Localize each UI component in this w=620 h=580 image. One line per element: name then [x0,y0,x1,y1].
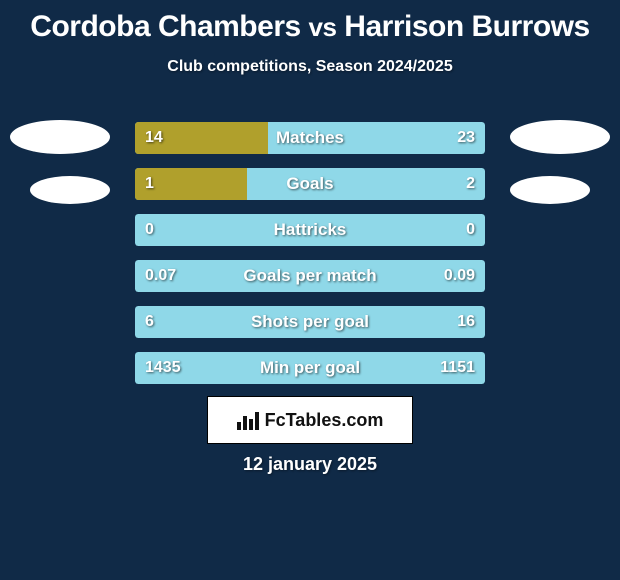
stat-value-left: 0.07 [135,260,186,292]
stat-row: Shots per goal6 16 [135,306,485,338]
stat-value-left: 14 [135,122,173,154]
brand-text: FcTables.com [265,410,384,431]
subtitle: Club competitions, Season 2024/2025 [0,58,620,76]
player2-club-logo [510,120,610,154]
stat-label: Goals per match [135,260,485,292]
player2-name: Harrison Burrows [344,10,589,43]
stat-label: Hattricks [135,214,485,246]
stat-row: Matches14 23 [135,122,485,154]
stat-row: Goals1 2 [135,168,485,200]
stat-label: Goals [135,168,485,200]
stat-value-right: 2 [456,168,485,200]
brand-badge: FcTables.com [207,396,413,444]
vs-text: vs [309,12,337,42]
stat-value-left: 1 [135,168,164,200]
stat-row: Goals per match0.07 0.09 [135,260,485,292]
player2-country-logo [510,176,590,204]
stat-value-right: 1151 [430,352,485,384]
stat-value-left: 6 [135,306,164,338]
player1-club-logo [10,120,110,154]
stat-row: Min per goal14351151 [135,352,485,384]
stat-value-left: 1435 [135,352,191,384]
stat-row: Hattricks0 0 [135,214,485,246]
chart-icon [237,410,259,430]
date-text: 12 january 2025 [0,454,620,475]
stat-value-right: 16 [447,306,485,338]
stat-value-right: 0 [456,214,485,246]
stat-bars: Matches14 23 Goals1 2 Hattricks0 0 Goals per m… [135,122,485,398]
player1-country-logo [30,176,110,204]
stat-value-right: 23 [447,122,485,154]
stat-label: Shots per goal [135,306,485,338]
stat-value-left: 0 [135,214,164,246]
player1-name: Cordoba Chambers [30,10,300,43]
stat-value-right: 0.09 [434,260,485,292]
stat-label: Matches [135,122,485,154]
page-title: Cordoba Chambers vs Harrison Burrows [0,0,620,44]
